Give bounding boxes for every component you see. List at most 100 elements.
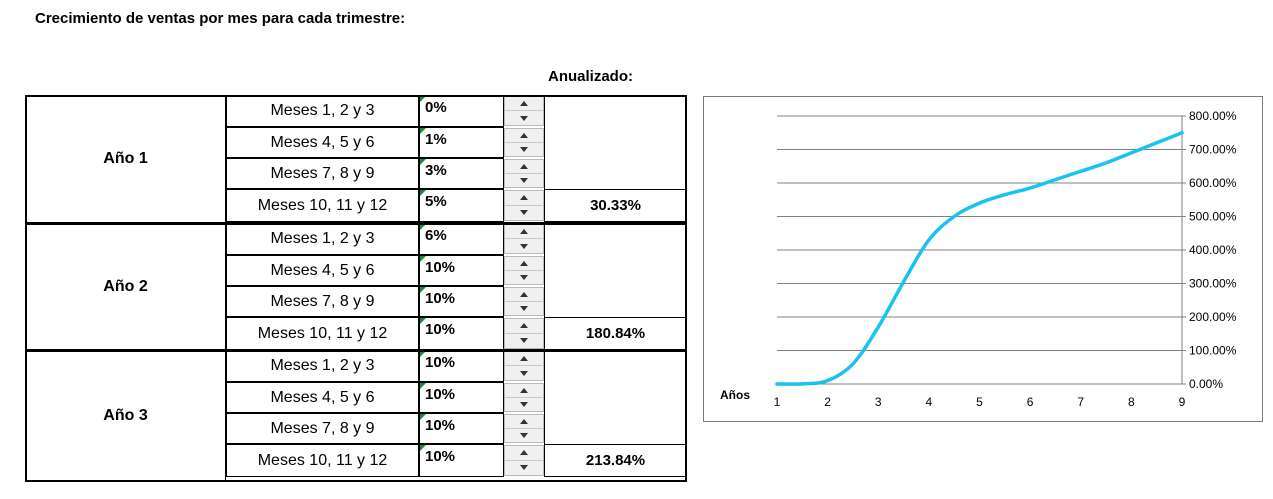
spinner-down-button[interactable] — [505, 206, 543, 221]
y-tick-label: 100.00% — [1189, 344, 1237, 358]
spinner-down-button[interactable] — [505, 111, 543, 125]
y-tick-label: 600.00% — [1189, 176, 1237, 190]
x-tick-label: 4 — [926, 395, 933, 409]
percent-spinner[interactable] — [504, 190, 544, 221]
percent-spinner[interactable] — [504, 159, 544, 188]
percent-spinner[interactable] — [504, 256, 544, 285]
quarter-label: Meses 10, 11 y 12 — [226, 444, 419, 477]
spinner-up-button[interactable] — [505, 129, 543, 143]
arrow-up-icon — [520, 323, 528, 329]
quarter-label: Meses 10, 11 y 12 — [226, 317, 419, 350]
percent-spinner[interactable] — [504, 351, 544, 381]
series-line — [775, 131, 1184, 386]
quarter-label: Meses 7, 8 y 9 — [226, 413, 419, 444]
spinner-down-button[interactable] — [505, 461, 543, 476]
annualized-value: 180.84% — [544, 317, 687, 350]
growth-percent-cell[interactable]: 3% — [419, 158, 504, 189]
annualized-value: 213.84% — [544, 444, 687, 477]
arrow-down-icon — [520, 338, 528, 344]
annualized-header: Anualizado: — [548, 68, 633, 85]
x-tick-label: 6 — [1027, 395, 1034, 409]
growth-percent-cell[interactable]: 10% — [419, 317, 504, 350]
growth-percent-cell[interactable]: 0% — [419, 95, 504, 127]
growth-percent-cell[interactable]: 1% — [419, 127, 504, 158]
percent-spinner[interactable] — [504, 318, 544, 349]
growth-chart: 0.00% 100.00% 200.00% 300.00% 400.00% 500.00%… — [703, 96, 1263, 422]
annualized-blank — [544, 95, 687, 189]
arrow-up-icon — [520, 229, 528, 234]
arrow-up-icon — [520, 163, 528, 169]
spinner-up-button[interactable] — [505, 160, 543, 174]
y-tick-label: 700.00% — [1189, 143, 1237, 157]
spinner-up-button[interactable] — [505, 288, 543, 302]
arrow-down-icon — [520, 146, 528, 152]
spinner-up-button[interactable] — [505, 257, 543, 271]
y-tick-label: 400.00% — [1189, 243, 1237, 257]
spinner-down-button[interactable] — [505, 239, 543, 253]
spinner-up-button[interactable] — [505, 97, 543, 111]
arrow-up-icon — [520, 260, 528, 266]
percent-spinner[interactable] — [504, 445, 544, 476]
annualized-blank — [544, 350, 687, 444]
spinner-up-button[interactable] — [505, 352, 543, 366]
spinner-up-button[interactable] — [505, 319, 543, 334]
spinner-up-button[interactable] — [505, 191, 543, 206]
quarter-label: Meses 7, 8 y 9 — [226, 158, 419, 189]
growth-percent-cell[interactable]: 10% — [419, 444, 504, 477]
arrow-up-icon — [520, 387, 528, 393]
arrow-up-icon — [520, 450, 528, 456]
growth-percent-cell[interactable]: 5% — [419, 189, 504, 222]
quarter-label: Meses 10, 11 y 12 — [226, 189, 419, 222]
percent-spinner[interactable] — [504, 287, 544, 316]
percent-spinner[interactable] — [504, 224, 544, 254]
spinner-down-button[interactable] — [505, 302, 543, 316]
year-label: Año 2 — [25, 223, 226, 350]
spinner-down-button[interactable] — [505, 174, 543, 188]
arrow-down-icon — [520, 465, 528, 471]
quarter-label: Meses 4, 5 y 6 — [226, 127, 419, 158]
growth-percent-cell[interactable]: 10% — [419, 350, 504, 382]
percent-spinner[interactable] — [504, 128, 544, 157]
quarter-label: Meses 1, 2 y 3 — [226, 95, 419, 127]
x-tick-label: 5 — [976, 395, 983, 409]
arrow-up-icon — [520, 101, 528, 106]
arrow-up-icon — [520, 195, 528, 201]
spinner-up-button[interactable] — [505, 415, 543, 429]
arrow-up-icon — [520, 132, 528, 138]
percent-spinner[interactable] — [504, 383, 544, 412]
growth-percent-cell[interactable]: 10% — [419, 413, 504, 444]
percent-spinner[interactable] — [504, 96, 544, 126]
arrow-down-icon — [520, 177, 528, 183]
spinner-up-button[interactable] — [505, 446, 543, 461]
y-tick-label: 300.00% — [1189, 277, 1237, 291]
x-tick-label: 2 — [824, 395, 831, 409]
arrow-up-icon — [520, 418, 528, 424]
spinner-down-button[interactable] — [505, 398, 543, 412]
x-tick-label: 1 — [774, 395, 781, 409]
annualized-blank — [544, 223, 687, 317]
growth-percent-cell[interactable]: 10% — [419, 286, 504, 317]
spinner-down-button[interactable] — [505, 366, 543, 380]
x-axis-label: Años — [720, 388, 750, 402]
spinner-down-button[interactable] — [505, 271, 543, 285]
quarter-label: Meses 1, 2 y 3 — [226, 223, 419, 255]
arrow-down-icon — [520, 401, 528, 407]
y-tick-label: 500.00% — [1189, 210, 1237, 224]
spinner-down-button[interactable] — [505, 143, 543, 157]
x-tick-label: 7 — [1077, 395, 1084, 409]
arrow-down-icon — [520, 243, 528, 249]
spinner-down-button[interactable] — [505, 429, 543, 443]
x-tick-label: 9 — [1179, 395, 1186, 409]
arrow-down-icon — [520, 274, 528, 280]
arrow-down-icon — [520, 115, 528, 121]
spinner-down-button[interactable] — [505, 334, 543, 349]
spinner-up-button[interactable] — [505, 384, 543, 398]
percent-spinner[interactable] — [504, 414, 544, 443]
quarter-label: Meses 4, 5 y 6 — [226, 382, 419, 413]
growth-percent-cell[interactable]: 10% — [419, 382, 504, 413]
y-tick-label: 0.00% — [1189, 377, 1223, 391]
growth-percent-cell[interactable]: 10% — [419, 255, 504, 286]
spinner-up-button[interactable] — [505, 225, 543, 239]
growth-table: Año 1 Meses 1, 2 y 3 0% Meses 4, 5 y 6 1% Mes… — [25, 95, 687, 482]
growth-percent-cell[interactable]: 6% — [419, 223, 504, 255]
